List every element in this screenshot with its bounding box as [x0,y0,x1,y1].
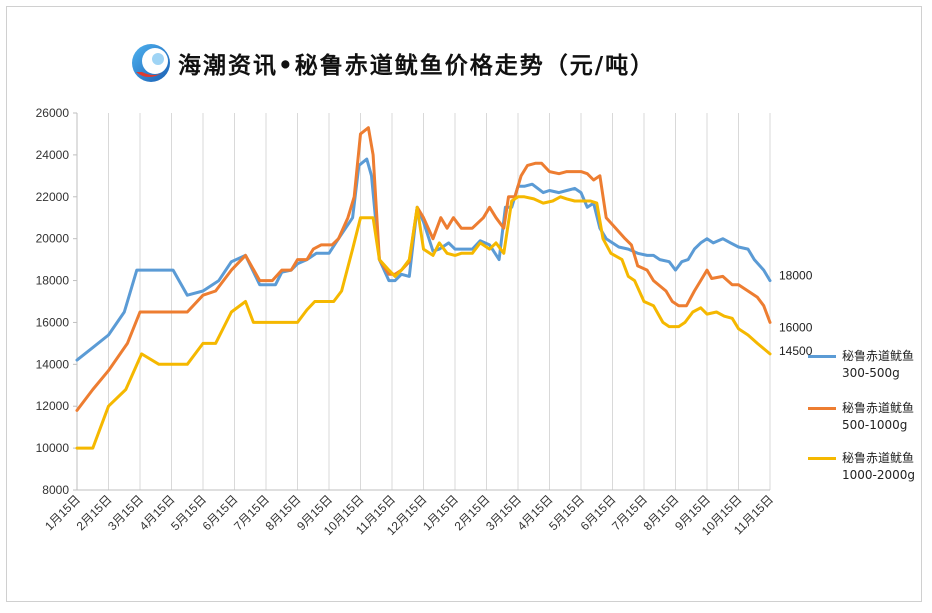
legend-label-line: 秘鲁赤道鱿鱼 [842,451,915,465]
series-end-label: 14500 [779,344,813,358]
y-tick-label: 16000 [36,315,70,329]
y-tick-label: 26000 [36,106,70,120]
chart-grid [76,113,771,490]
haichao-logo-icon [132,44,170,82]
legend-label: 秘鲁赤道鱿鱼 1000-2000g [842,450,915,484]
x-axis: 1月15日2月15日3月15日4月15日5月15日6月15日7月15日8月15日… [42,489,776,538]
y-tick-label: 12000 [36,399,70,413]
legend-item: 秘鲁赤道鱿鱼 300-500g [808,348,914,382]
end-labels: 18000 16000 14500 [779,269,813,358]
legend-label-line: 秘鲁赤道鱿鱼 [842,349,915,363]
y-tick-label: 22000 [36,190,70,204]
series-line [75,126,772,412]
series-end-label: 16000 [779,320,813,334]
y-axis: 8000 10000 12000 14000 16000 18000 20000 22000 2… [36,106,78,497]
series-line [75,157,772,362]
legend-label-line: 500-1000g [842,418,908,432]
chart-frame [6,6,922,602]
chart-header: 海潮资讯•秘鲁赤道鱿鱼价格走势（元/吨） [130,38,655,88]
legend-swatch [808,457,836,460]
legend-label-line: 1000-2000g [842,468,916,482]
y-tick-label: 18000 [36,274,70,288]
y-tick-label: 24000 [36,148,70,162]
y-tick-label: 8000 [42,483,69,497]
legend-label: 秘鲁赤道鱿鱼 300-500g [842,348,914,382]
legend-label-line: 秘鲁赤道鱿鱼 [842,401,915,415]
legend-label: 秘鲁赤道鱿鱼 500-1000g [842,400,914,434]
legend-swatch [808,407,836,410]
series-end-label: 18000 [779,269,813,283]
chart-series [75,126,772,450]
legend-label-line: 300-500g [842,366,900,380]
legend-item: 秘鲁赤道鱿鱼 1000-2000g [808,450,915,484]
chart-title: 海潮资讯•秘鲁赤道鱿鱼价格走势（元/吨） [178,52,656,79]
y-tick-label: 14000 [36,357,70,371]
legend-item: 秘鲁赤道鱿鱼 500-1000g [808,400,914,434]
y-tick-label: 10000 [36,441,70,455]
legend-swatch [808,355,836,358]
series-line [75,195,772,450]
y-tick-label: 20000 [36,232,70,246]
